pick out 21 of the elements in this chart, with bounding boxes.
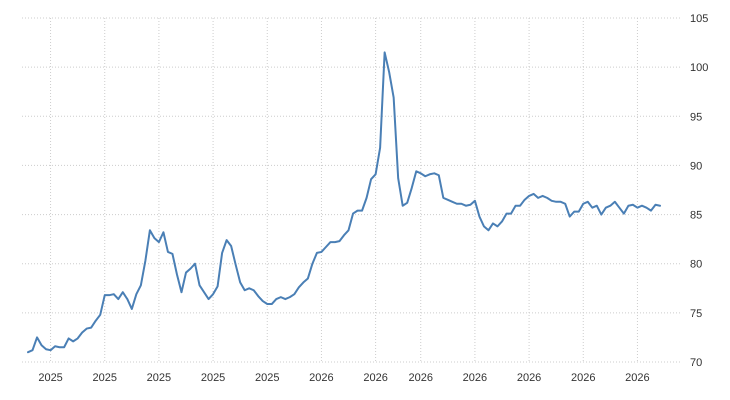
x-tick-label: 2025 xyxy=(146,372,172,384)
y-tick-label: 90 xyxy=(690,160,702,172)
x-tick-label: 2026 xyxy=(571,372,596,384)
x-tick-label: 2026 xyxy=(408,372,433,384)
x-tick-label: 2025 xyxy=(200,372,226,384)
x-tick-label: 2026 xyxy=(625,372,650,384)
x-tick-label: 2026 xyxy=(363,372,388,384)
x-tick-label: 2026 xyxy=(462,372,488,384)
y-tick-label: 95 xyxy=(690,111,702,124)
y-tick-label: 100 xyxy=(690,62,708,74)
line-series xyxy=(27,51,661,354)
y-tick-label: 75 xyxy=(690,308,702,320)
x-tick-label: 2025 xyxy=(92,372,117,384)
y-tick-label: 70 xyxy=(690,357,702,369)
y-tick-label: 85 xyxy=(690,210,702,222)
x-tick-label: 2026 xyxy=(516,372,542,384)
x-tick-label: 2025 xyxy=(255,372,280,384)
y-tick-label: 105 xyxy=(690,13,708,25)
x-tick-label: 2026 xyxy=(309,372,334,384)
y-tick-label: 80 xyxy=(690,258,702,271)
x-tick-label: 2025 xyxy=(38,372,63,384)
